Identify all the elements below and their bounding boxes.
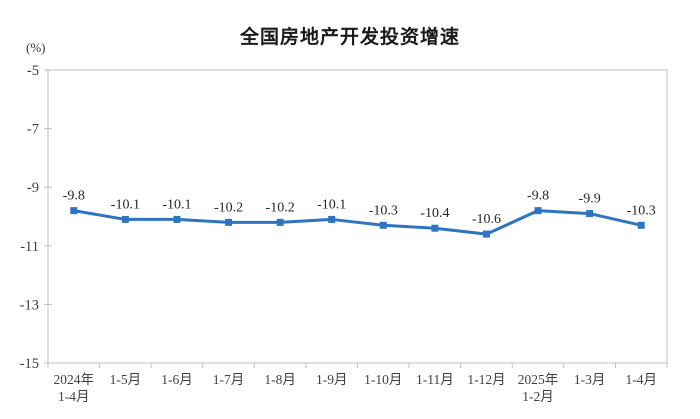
x-axis-label: 2025年 1-2月 [518, 372, 559, 404]
y-tick-label: -13 [20, 297, 39, 313]
data-point-marker [586, 210, 594, 218]
data-point-label: -10.1 [162, 197, 191, 212]
x-axis-label: 2024年 1-4月 [54, 372, 95, 404]
data-point-label: -9.8 [527, 189, 549, 204]
data-line [72, 209, 643, 236]
x-axis-label: 1-9月 [316, 372, 348, 387]
data-point-marker [173, 215, 181, 223]
x-axis-label: 1-8月 [264, 372, 296, 387]
x-axis-label: 1-12月 [467, 372, 505, 387]
data-point-marker [431, 224, 439, 232]
data-point-label: -10.3 [627, 203, 656, 218]
data-point-marker [482, 230, 490, 238]
data-point-label: -10.2 [266, 200, 295, 215]
x-axis-label: 1-10月 [364, 372, 402, 387]
data-point-label: -10.1 [317, 197, 346, 212]
data-point-label: -10.3 [369, 203, 398, 218]
x-axis-label: 1-4月 [625, 372, 657, 387]
y-tick-label: -9 [27, 180, 39, 196]
data-point-label: -9.9 [579, 192, 601, 207]
data-point-marker [379, 221, 387, 229]
data-point-label: -10.4 [420, 206, 449, 221]
y-tick-label: -5 [27, 63, 39, 79]
y-tick-label: -7 [27, 122, 39, 138]
x-axis-label: 1-5月 [110, 372, 142, 387]
data-point-label: -10.1 [111, 197, 140, 212]
x-axis-label: 1-6月 [161, 372, 193, 387]
data-point-marker [328, 215, 336, 223]
chart-title: 全国房地产开发投资增速 [239, 26, 460, 48]
x-axis-label: 1-11月 [416, 372, 454, 387]
data-point-marker [70, 207, 78, 215]
data-point-marker [637, 221, 645, 229]
y-tick-label: -15 [20, 356, 39, 372]
data-point-marker [534, 207, 542, 215]
data-point-marker [121, 215, 129, 223]
data-point-label: -10.6 [472, 212, 501, 227]
data-point-label: -9.8 [63, 189, 85, 204]
y-axis-unit-label: (%) [26, 40, 46, 55]
data-point-label: -10.2 [214, 200, 243, 215]
y-tick-label: -11 [20, 239, 39, 255]
data-point-marker [276, 218, 284, 226]
data-point-marker [225, 218, 233, 226]
plot-area-border [47, 69, 668, 364]
x-axis-label: 1-7月 [213, 372, 245, 387]
x-axis-label: 1-3月 [574, 372, 606, 387]
